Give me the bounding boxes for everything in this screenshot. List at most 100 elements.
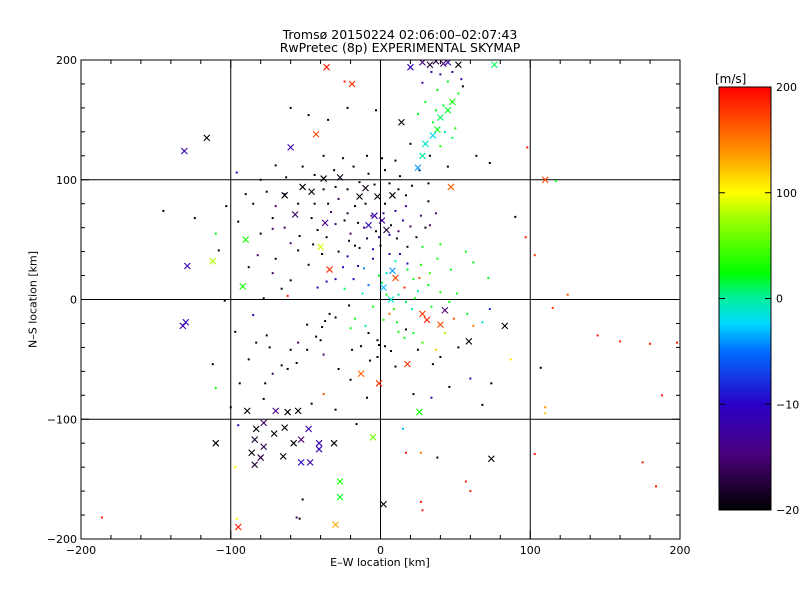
data-point-dot	[271, 372, 274, 375]
data-point-dot	[342, 266, 345, 269]
data-point-dot	[380, 157, 383, 160]
data-point-dot	[319, 339, 322, 342]
data-point-dot	[259, 232, 262, 235]
data-point-x	[260, 419, 268, 427]
data-point-dot	[461, 85, 464, 88]
data-point-dot	[289, 279, 292, 282]
data-point-dot	[295, 361, 298, 364]
data-point-dot	[334, 185, 337, 188]
data-point-dot	[262, 297, 265, 300]
data-point-dot	[419, 214, 422, 217]
data-point-dot	[533, 254, 536, 257]
data-point-x	[299, 183, 307, 191]
data-point-dot	[342, 157, 345, 160]
data-point-dot	[439, 355, 442, 358]
data-point-dot	[421, 341, 424, 344]
data-point-dot	[676, 341, 679, 344]
data-point-x	[315, 445, 323, 453]
data-point-x	[297, 436, 305, 443]
data-point-dot	[357, 221, 360, 224]
data-point-dot	[428, 272, 431, 275]
data-point-dot	[424, 100, 427, 103]
x-tick-label: 0	[377, 544, 384, 557]
data-point-dot	[430, 305, 433, 308]
data-point-dot	[418, 276, 421, 279]
data-point-x	[251, 436, 259, 443]
data-point-dot	[321, 252, 324, 255]
data-point-dot	[247, 266, 250, 269]
data-point-dot	[286, 367, 289, 370]
data-point-x	[270, 430, 278, 438]
data-point-dot	[297, 341, 300, 344]
data-point-x	[422, 140, 429, 148]
data-point-dot	[533, 452, 536, 455]
data-point-dot	[412, 393, 415, 396]
colorbar-tick-label: 100	[776, 187, 797, 200]
data-point-dot	[395, 321, 398, 324]
data-point-dot	[389, 224, 392, 227]
data-point-dot	[421, 81, 424, 84]
data-point-x	[374, 193, 381, 200]
data-point-dot	[327, 202, 330, 205]
data-point-dot	[334, 316, 337, 319]
data-point-dot	[397, 188, 400, 191]
data-point-dot	[452, 317, 455, 320]
data-point-dot	[372, 305, 375, 308]
data-point-dot	[412, 332, 415, 335]
data-point-dot	[619, 340, 622, 343]
data-point-dot	[466, 312, 469, 315]
data-point-dot	[379, 244, 382, 247]
data-point-dot	[286, 294, 289, 297]
data-point-dot	[464, 250, 467, 253]
data-point-dot	[214, 232, 217, 235]
data-point-dot	[436, 456, 439, 459]
data-point-x	[447, 183, 455, 191]
data-point-x	[362, 184, 369, 192]
data-point-dot	[388, 252, 391, 255]
data-point-x	[369, 433, 377, 441]
data-point-x	[272, 407, 280, 415]
data-point-dot	[358, 247, 361, 250]
data-point-dot	[409, 225, 412, 228]
data-point-dot	[322, 154, 325, 157]
data-point-dot	[443, 332, 446, 335]
data-point-dot	[404, 205, 407, 208]
data-point-dot	[367, 284, 370, 287]
data-point-x	[348, 80, 356, 88]
data-point-dot	[372, 248, 375, 251]
data-point-dot	[380, 281, 383, 284]
data-point-dot	[373, 183, 376, 186]
data-point-dot	[367, 172, 370, 175]
data-point-dot	[443, 130, 446, 133]
data-point-x	[294, 407, 302, 415]
data-point-dot	[334, 278, 337, 281]
data-point-dot	[217, 249, 220, 252]
data-point-dot	[419, 263, 422, 266]
data-point-dot	[554, 179, 557, 182]
data-point-dot	[349, 232, 352, 235]
data-point-dot	[364, 202, 367, 205]
data-point-dot	[434, 212, 437, 215]
data-point-x	[389, 267, 396, 275]
data-point-x	[212, 439, 220, 447]
data-point-dot	[388, 182, 391, 185]
data-point-dot	[439, 145, 442, 148]
data-point-dot	[235, 517, 238, 520]
data-point-dot	[430, 396, 433, 399]
colorbar-unit-label: [m/s]	[715, 72, 747, 86]
data-point-dot	[322, 188, 325, 191]
data-point-dot	[214, 387, 217, 390]
data-point-dot	[312, 243, 315, 246]
data-point-dot	[410, 184, 413, 187]
data-point-dot	[334, 223, 337, 226]
data-point-x	[440, 60, 447, 67]
data-point-dot	[397, 293, 400, 296]
data-point-dot	[271, 217, 274, 220]
data-point-dot	[334, 408, 337, 411]
data-point-dot	[316, 286, 319, 289]
plot-area	[81, 60, 680, 539]
data-point-dot	[337, 367, 340, 370]
data-point-dot	[415, 236, 418, 239]
data-point-dot	[442, 104, 445, 107]
data-point-dot	[367, 332, 370, 335]
